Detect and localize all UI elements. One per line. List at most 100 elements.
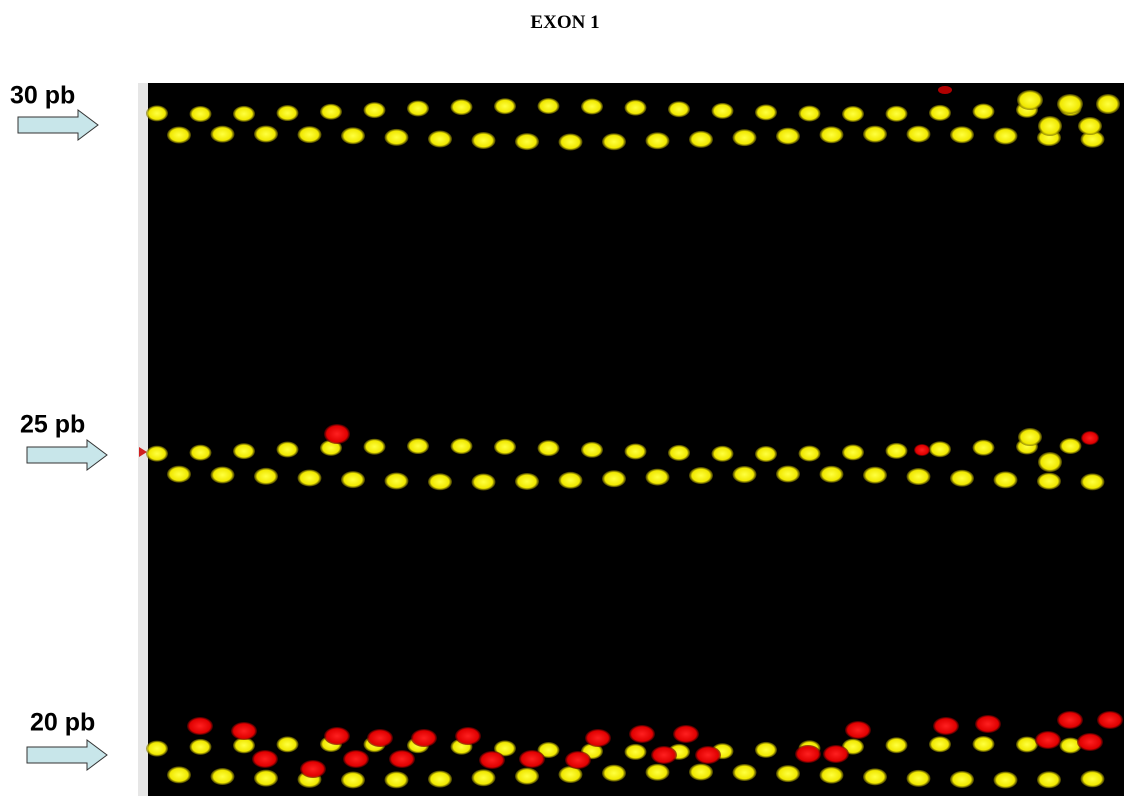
yellow-spot [254,468,278,485]
yellow-spot [776,128,800,145]
yellow-spot [1096,94,1120,114]
red-spot [1035,731,1061,749]
red-spot [823,745,849,763]
yellow-spot [776,466,800,483]
red-spot [187,717,213,735]
marker-label: 25 pb [20,411,85,439]
yellow-spot [820,767,844,784]
yellow-spot [1060,438,1082,454]
red-spot [411,729,437,747]
yellow-spot [646,132,670,149]
yellow-spot [755,742,777,758]
yellow-spot [602,470,626,487]
yellow-spot [1038,452,1062,472]
yellow-spot [581,99,603,115]
red-spot [455,727,481,745]
yellow-spot [950,771,974,788]
red-spot [519,750,545,768]
yellow-spot [494,98,516,114]
yellow-spot [1038,116,1062,136]
yellow-spot [842,444,864,460]
yellow-spot [929,736,951,752]
yellow-spot [689,131,713,148]
red-spot [324,727,350,745]
yellow-spot [190,739,212,755]
yellow-spot [907,126,931,143]
yellow-spot [385,771,409,788]
red-spot [933,717,959,735]
yellow-spot [886,106,908,122]
red-spot [975,715,1001,733]
yellow-spot [451,99,473,115]
yellow-spot [886,737,908,753]
red-spot [795,745,821,763]
yellow-spot [515,133,539,150]
yellow-spot [190,106,212,122]
red-spot [845,721,871,739]
yellow-spot [820,126,844,143]
yellow-spot [538,440,560,456]
red-spot [1057,711,1083,729]
yellow-spot [428,473,452,490]
red-spot [324,424,350,444]
yellow-spot [364,102,386,118]
marker-label: 20 pb [30,709,95,737]
yellow-spot [712,103,734,119]
yellow-spot [820,466,844,483]
yellow-spot [799,446,821,462]
yellow-spot [863,467,887,484]
yellow-spot [472,132,496,149]
yellow-spot [1057,94,1083,114]
yellow-spot [233,443,255,459]
yellow-spot [190,445,212,461]
yellow-spot [799,106,821,122]
yellow-spot [277,441,299,457]
yellow-spot [515,473,539,490]
yellow-spot [146,446,168,462]
yellow-spot [211,466,235,483]
yellow-spot [973,440,995,456]
red-spot [1097,711,1123,729]
yellow-spot [929,441,951,457]
yellow-spot [689,467,713,484]
gel-edge [138,83,148,796]
arrow [27,440,107,470]
red-spot [651,746,677,764]
yellow-spot [146,741,168,757]
yellow-spot [1081,473,1105,490]
yellow-spot [254,126,278,143]
yellow-spot [1081,770,1105,787]
red-spot [367,729,393,747]
red-spot [914,444,930,456]
yellow-spot [298,469,322,486]
yellow-spot [907,770,931,787]
yellow-spot [428,771,452,788]
yellow-spot [254,770,278,787]
yellow-spot [842,106,864,122]
yellow-spot [733,764,757,781]
red-spot [565,751,591,769]
yellow-spot [625,744,647,760]
red-spot [231,722,257,740]
red-spot [938,86,952,94]
yellow-spot [733,129,757,146]
yellow-spot [298,126,322,143]
yellow-spot [538,98,560,114]
yellow-spot [494,439,516,455]
yellow-spot [1037,771,1061,788]
yellow-spot [320,104,342,120]
yellow-spot [994,771,1018,788]
yellow-spot [755,446,777,462]
yellow-spot [973,103,995,119]
yellow-spot [559,472,583,489]
yellow-spot [341,771,365,788]
yellow-spot [428,131,452,148]
yellow-spot [233,106,255,122]
yellow-spot [863,126,887,143]
red-spot [695,746,721,764]
yellow-spot [689,764,713,781]
yellow-spot [364,439,386,455]
yellow-spot [451,438,473,454]
yellow-spot [341,471,365,488]
yellow-spot [385,129,409,146]
